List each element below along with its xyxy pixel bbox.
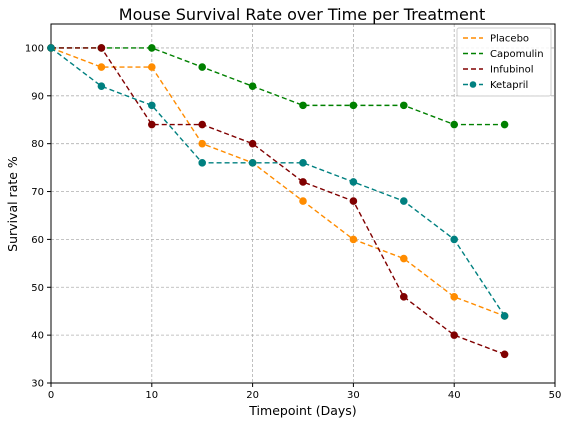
data-point-capomulin [198, 63, 206, 71]
axis-ticks: 0 10 20 30 40 50 30 40 50 60 70 80 90 100 [25, 43, 561, 401]
series-line-placebo [50, 47, 505, 317]
x-tick-label: 10 [145, 390, 158, 401]
data-point-ketapril [349, 178, 358, 186]
data-point-infubinol [198, 120, 206, 129]
legend-entry-ketapril: Ketapril [463, 80, 528, 91]
x-tick-label: 0 [48, 390, 54, 401]
data-point-placebo [349, 235, 358, 244]
data-point-infubinol [500, 350, 509, 359]
data-point-placebo [148, 63, 156, 71]
plot-frame [50, 23, 556, 384]
chart-title: Mouse Survival Rate over Time per Treatm… [119, 5, 485, 24]
series-line-infubinol [51, 47, 505, 355]
legend-label-capomulin: Capomulin [490, 49, 544, 60]
y-tick-label: 60 [31, 235, 44, 246]
x-tick-label: 20 [246, 390, 259, 401]
series-capomulin [47, 44, 509, 129]
x-tick-label: 30 [347, 390, 360, 401]
data-point-ketapril [299, 159, 307, 167]
data-point-infubinol [97, 44, 106, 52]
y-tick-label: 80 [31, 139, 44, 150]
legend-entry-placebo: Placebo [463, 34, 529, 45]
data-point-capomulin [500, 120, 509, 129]
series-infubinol [47, 44, 509, 359]
y-tick-label: 50 [31, 283, 44, 294]
data-point-ketapril [500, 312, 509, 320]
data-point-placebo [299, 197, 307, 205]
legend-entry-capomulin: Capomulin [463, 49, 544, 60]
data-point-capomulin [450, 120, 459, 129]
data-point-infubinol [299, 178, 307, 186]
data-point-ketapril [450, 235, 459, 244]
legend-label-placebo: Placebo [490, 34, 529, 45]
data-point-capomulin [248, 82, 257, 91]
series-lines [47, 44, 509, 359]
data-point-placebo [97, 63, 106, 71]
data-point-infubinol [148, 120, 156, 129]
data-point-placebo [400, 254, 408, 263]
y-axis-label: Survival rate % [5, 156, 20, 252]
legend-label-ketapril: Ketapril [490, 80, 528, 91]
y-tick-label: 100 [25, 43, 44, 54]
data-point-ketapril [97, 82, 106, 91]
y-tick-label: 70 [31, 187, 44, 198]
data-point-ketapril [148, 101, 156, 110]
y-tick-label: 40 [31, 331, 44, 342]
series-ketapril [47, 44, 509, 320]
data-point-infubinol [400, 293, 408, 301]
data-point-placebo [450, 293, 459, 301]
legend-label-infubinol: Infubinol [490, 65, 534, 76]
data-point-ketapril [400, 197, 408, 205]
legend-marker-ketapril [469, 81, 477, 88]
legend-box [456, 27, 552, 97]
data-point-placebo [198, 139, 206, 148]
series-line-capomulin [51, 47, 505, 126]
data-point-capomulin [299, 101, 307, 110]
x-tick-label: 40 [448, 390, 461, 401]
data-point-ketapril [47, 44, 55, 52]
data-point-infubinol [248, 139, 257, 148]
legend: Placebo Capomulin Infubinol Ketapril [456, 27, 552, 97]
x-tick-label: 50 [549, 390, 562, 401]
data-point-infubinol [450, 331, 459, 339]
y-tick-label: 30 [31, 379, 44, 390]
data-point-capomulin [400, 101, 408, 110]
data-point-infubinol [349, 197, 358, 205]
data-point-capomulin [349, 101, 358, 110]
data-point-ketapril [198, 159, 206, 167]
x-axis-label: Timepoint (Days) [248, 403, 356, 418]
data-point-ketapril [248, 159, 257, 167]
data-point-capomulin [148, 44, 156, 52]
series-line-ketapril [50, 47, 506, 317]
series-placebo [47, 44, 509, 320]
y-tick-label: 90 [31, 91, 44, 102]
legend-entry-infubinol: Infubinol [463, 65, 534, 76]
